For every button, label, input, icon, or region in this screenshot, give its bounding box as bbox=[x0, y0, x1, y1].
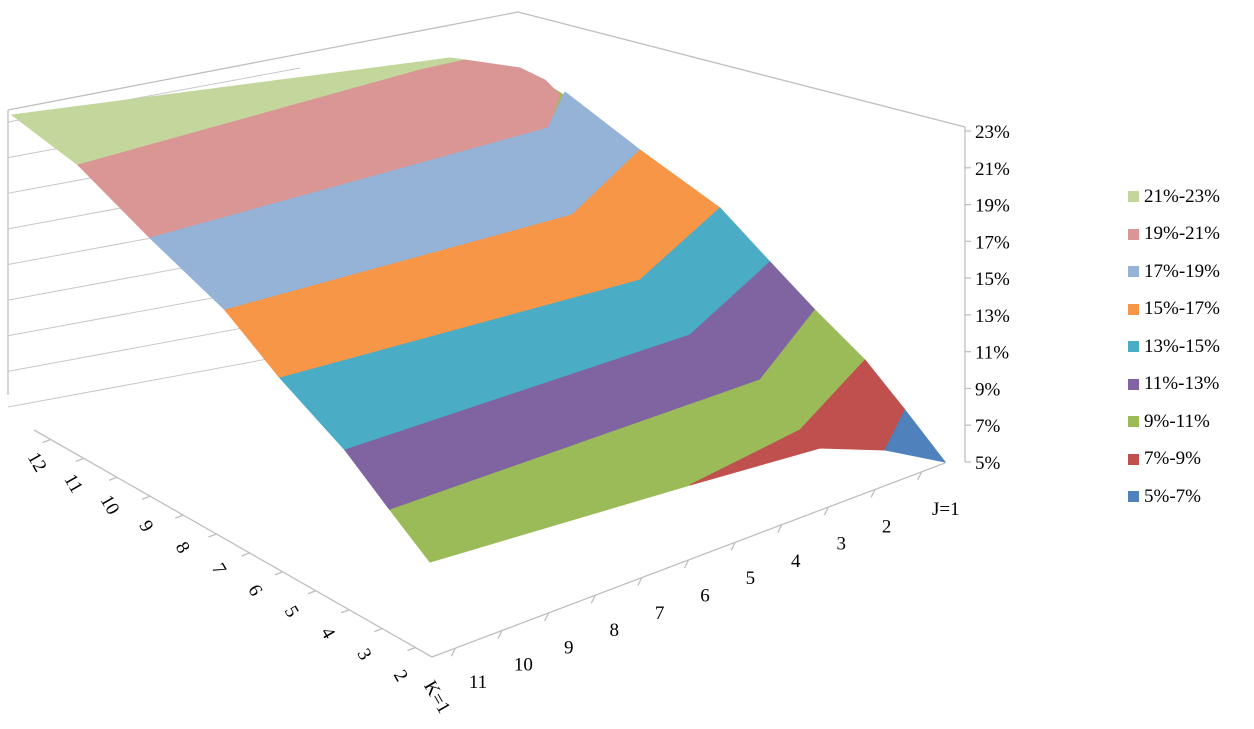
legend-label: 21%-23% bbox=[1144, 185, 1220, 207]
k-tick-label: 7 bbox=[207, 560, 230, 579]
k-tick-label: 5 bbox=[280, 602, 303, 621]
legend-label: 11%-13% bbox=[1144, 373, 1220, 395]
legend-swatch bbox=[1128, 303, 1139, 315]
j-tick-label: 11 bbox=[469, 672, 487, 693]
j-tick-label: 5 bbox=[746, 568, 756, 589]
legend-item: 9%-11% bbox=[1128, 403, 1248, 441]
k-tick-mark bbox=[340, 609, 350, 614]
k-tick-mark bbox=[407, 646, 416, 652]
j-tick-mark bbox=[590, 594, 596, 604]
k-tick-label: 3 bbox=[353, 645, 376, 664]
j-tick-label: 10 bbox=[514, 655, 533, 676]
z-tick-label: 9% bbox=[975, 379, 1001, 400]
j-tick-mark bbox=[870, 489, 876, 498]
legend-swatch bbox=[1128, 341, 1139, 353]
j-tick-mark bbox=[917, 471, 923, 481]
k-tick-label: 6 bbox=[243, 581, 266, 600]
legend-swatch bbox=[1128, 191, 1139, 203]
legend-swatch bbox=[1128, 491, 1139, 503]
j-tick-label: 6 bbox=[700, 586, 710, 607]
j-tick-label: 3 bbox=[836, 534, 846, 555]
k-tick-mark bbox=[175, 514, 184, 519]
legend-item: 17%-19% bbox=[1128, 253, 1248, 291]
k-tick-mark bbox=[141, 495, 151, 500]
j-tick-mark bbox=[823, 506, 829, 516]
z-tick-label: 7% bbox=[975, 416, 1001, 437]
legend-item: 19%-21% bbox=[1128, 216, 1248, 254]
legend-swatch bbox=[1128, 453, 1139, 465]
legend: 21%-23% 19%-21% 17%-19% 15%-17% 13%-15% 11%-1… bbox=[1128, 178, 1248, 516]
k-tick-label: 2 bbox=[389, 667, 412, 686]
legend-label: 15%-17% bbox=[1144, 298, 1220, 320]
legend-item: 7%-9% bbox=[1128, 441, 1248, 479]
j-tick-label: 4 bbox=[791, 551, 801, 572]
surface-band-5%-7% bbox=[884, 409, 947, 463]
z-tick-label: 13% bbox=[975, 306, 1010, 327]
legend-swatch bbox=[1128, 266, 1139, 278]
legend-item: 11%-13% bbox=[1128, 366, 1248, 404]
k-tick-label: 9 bbox=[134, 517, 157, 536]
j-tick-mark bbox=[497, 630, 503, 639]
k-tick-mark bbox=[307, 590, 317, 595]
j-tick-label: J=1 bbox=[932, 499, 960, 520]
k-tick-mark bbox=[241, 552, 250, 557]
j-tick-mark bbox=[544, 612, 550, 622]
legend-label: 13%-15% bbox=[1144, 335, 1220, 357]
z-tick-label: 23% bbox=[975, 122, 1010, 143]
j-axis-labels: J=1 2 3 4 5 6 7 8 9 10 11 bbox=[450, 471, 960, 693]
legend-item: 5%-7% bbox=[1128, 478, 1248, 516]
j-tick-label: 8 bbox=[609, 620, 619, 641]
legend-label: 5%-7% bbox=[1144, 485, 1201, 507]
legend-label: 17%-19% bbox=[1144, 260, 1220, 282]
j-tick-mark bbox=[777, 524, 783, 534]
legend-swatch bbox=[1128, 228, 1139, 240]
k-tick-mark bbox=[42, 438, 51, 444]
legend-label: 19%-21% bbox=[1144, 223, 1220, 245]
legend-swatch bbox=[1128, 416, 1139, 428]
z-axis-labels: 23% 21% 19% 17% 15% 13% 11% 9% 7% 5% bbox=[965, 122, 1010, 474]
k-tick-label: 11 bbox=[59, 470, 86, 496]
surface-plot bbox=[10, 57, 947, 563]
z-tick-label: 21% bbox=[975, 159, 1010, 180]
k-tick-mark bbox=[374, 628, 383, 633]
legend-item: 15%-17% bbox=[1128, 291, 1248, 329]
j-tick-label: 2 bbox=[882, 516, 892, 537]
k-tick-label: 12 bbox=[23, 449, 51, 476]
k-tick-label: 8 bbox=[171, 538, 194, 557]
z-tick-label: 11% bbox=[975, 343, 1009, 364]
j-tick-mark bbox=[730, 542, 736, 551]
z-tick-label: 17% bbox=[975, 232, 1010, 253]
legend-swatch bbox=[1128, 378, 1139, 390]
legend-item: 21%-23% bbox=[1128, 178, 1248, 216]
wall-gridline bbox=[7, 352, 301, 408]
j-tick-label: 7 bbox=[655, 603, 665, 624]
k-tick-mark bbox=[108, 476, 118, 481]
k-tick-mark bbox=[208, 533, 217, 538]
z-tick-label: 5% bbox=[975, 453, 1001, 474]
j-tick-mark bbox=[450, 647, 456, 657]
z-tick-label: 15% bbox=[975, 269, 1010, 290]
k-tick-mark bbox=[274, 571, 283, 576]
legend-label: 9%-11% bbox=[1144, 410, 1210, 432]
z-tick-label: 19% bbox=[975, 196, 1010, 217]
j-tick-mark bbox=[637, 577, 643, 586]
k-tick-label: K=1 bbox=[419, 677, 454, 717]
j-tick-label: 9 bbox=[564, 637, 574, 658]
k-tick-label: 10 bbox=[96, 492, 124, 519]
k-tick-mark bbox=[75, 457, 84, 462]
legend-label: 7%-9% bbox=[1144, 448, 1201, 470]
legend-item: 13%-15% bbox=[1128, 328, 1248, 366]
j-tick-mark bbox=[683, 559, 690, 569]
k-tick-label: 4 bbox=[316, 624, 339, 643]
